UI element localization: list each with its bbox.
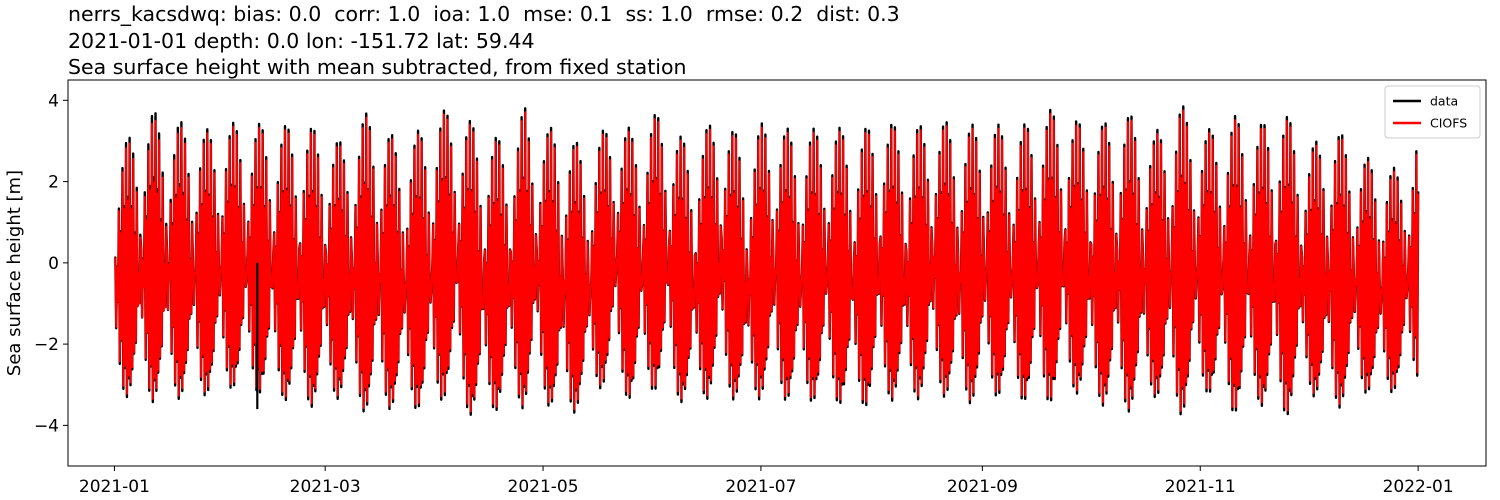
x-tick-label: 2021-09 (947, 477, 1018, 497)
series-layer (114, 105, 1420, 416)
legend: data CIOFS (1384, 85, 1481, 139)
chart-title-line-3: Sea surface height with mean subtracted,… (68, 55, 687, 79)
legend-label-data: data (1430, 94, 1458, 109)
chart-title-line-2: 2021-01-01 depth: 0.0 lon: -151.72 lat: … (68, 29, 535, 53)
legend-label-ciofs: CIOFS (1430, 116, 1467, 131)
x-tick-label: 2021-03 (290, 477, 361, 497)
y-tick-label: 0 (48, 254, 59, 274)
series-line-ciofs (114, 109, 1420, 413)
x-tick-label: 2021-11 (1165, 477, 1236, 497)
x-tick-label: 2022-01 (1383, 477, 1454, 497)
y-tick-label: −4 (34, 416, 59, 436)
x-tick-label: 2021-07 (725, 477, 796, 497)
legend-box (1384, 85, 1481, 139)
plot-frame (67, 79, 1487, 467)
x-tick-label: 2021-05 (508, 477, 579, 497)
y-tick-label: 4 (48, 91, 59, 111)
y-tick-label: −2 (34, 335, 59, 355)
y-tick-label: 2 (48, 173, 59, 193)
axes-layer: 2021-01 2021-03 2021-05 2021-07 2021-09 2021-… (34, 91, 1454, 497)
chart-title-line-1: nerrs_kacsdwq: bias: 0.0 corr: 1.0 ioa: … (68, 2, 900, 26)
x-tick-label: 2021-01 (79, 477, 150, 497)
y-axis-label: Sea surface height [m] (4, 170, 25, 376)
